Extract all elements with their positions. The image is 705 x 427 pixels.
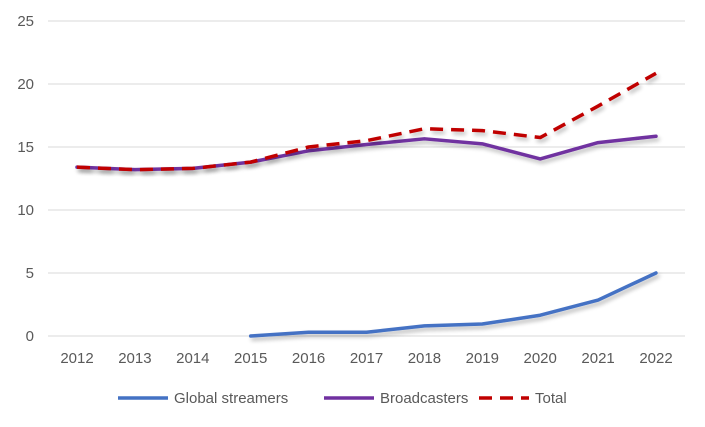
x-tick-label: 2019 — [466, 350, 499, 367]
series-line — [248, 271, 658, 338]
series-line — [75, 134, 658, 172]
x-tick-label: 2014 — [176, 350, 209, 367]
x-tick-label: 2012 — [60, 350, 93, 367]
series-lines — [75, 71, 658, 338]
y-tick-label: 0 — [26, 328, 34, 345]
y-axis-tick-labels: 0 5 10 15 20 25 — [17, 13, 34, 345]
y-tick-label: 20 — [17, 76, 34, 93]
x-tick-label: 2021 — [581, 350, 614, 367]
legend-label: Total — [535, 390, 567, 407]
x-tick-label: 2017 — [350, 350, 383, 367]
x-tick-label: 2018 — [408, 350, 441, 367]
y-tick-label: 10 — [17, 202, 34, 219]
x-tick-label: 2022 — [639, 350, 672, 367]
legend-label: Broadcasters — [380, 390, 468, 407]
x-tick-label: 2013 — [118, 350, 151, 367]
legend-item: Global streamers — [118, 390, 288, 407]
x-axis-tick-labels: 2012 2013 2014 2015 2016 2017 2018 2019 2020 2021… — [60, 350, 672, 367]
legend-item: Broadcasters — [324, 390, 468, 407]
y-tick-label: 5 — [26, 265, 34, 282]
x-tick-label: 2015 — [234, 350, 267, 367]
series-2 — [76, 71, 657, 172]
series-1 — [75, 134, 658, 172]
series-0 — [248, 271, 658, 338]
x-tick-label: 2020 — [524, 350, 557, 367]
legend-item: Total — [479, 390, 567, 407]
y-tick-label: 15 — [17, 139, 34, 156]
legend: Global streamers Broadcasters Total — [118, 390, 567, 407]
y-tick-label: 25 — [17, 13, 34, 30]
series-line — [76, 71, 657, 172]
gridlines — [48, 20, 685, 337]
x-tick-label: 2016 — [292, 350, 325, 367]
legend-label: Global streamers — [174, 390, 288, 407]
